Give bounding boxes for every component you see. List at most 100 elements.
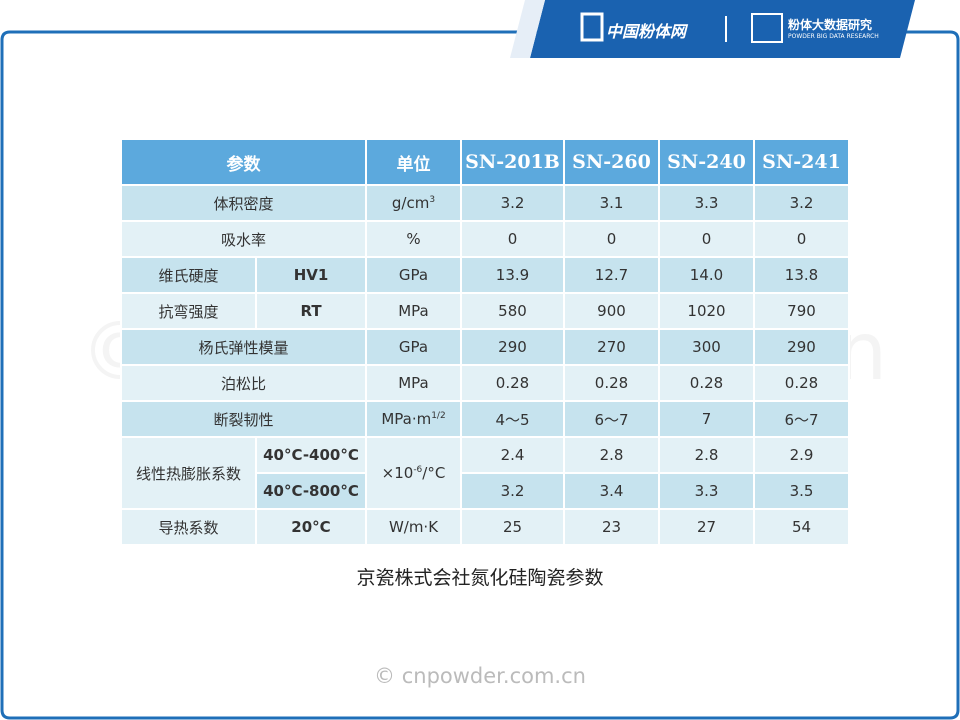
row: 断裂韧性 MPa·m1/2 4～5 6～7 7 6～7	[120, 400, 850, 438]
header-cell: SN-241	[753, 138, 850, 186]
value-cell: 4～5	[460, 400, 565, 438]
value-cell: 13.8	[753, 256, 850, 294]
value-cell: 2.4	[460, 436, 565, 474]
sub-cell: RT	[255, 292, 367, 330]
header-cell: SN-240	[658, 138, 755, 186]
unit-base: MPa	[398, 374, 429, 392]
value-cell: 3.1	[563, 184, 660, 222]
value-cell: 0	[658, 220, 755, 258]
value-cell: 290	[460, 328, 565, 366]
sub-cell: 40°C-800°C	[255, 472, 367, 510]
row: 维氏硬度 HV1 GPa 13.9 12.7 14.0 13.8	[120, 256, 850, 294]
unit-base: MPa	[398, 302, 429, 320]
param-cell: 抗弯强度	[120, 292, 257, 330]
caption: 京瓷株式会社氮化硅陶瓷参数	[356, 567, 604, 589]
unit-cell: GPa	[365, 328, 462, 366]
brand-name: 中国粉体网	[606, 22, 687, 41]
unit-cell: W/m·K	[365, 508, 462, 546]
value-cell: 3.3	[658, 472, 755, 510]
param-cell: 杨氏弹性模量	[120, 328, 367, 366]
row: 线性热膨胀系数 40°C-400°C ×10-6/°C 2.4 2.8 2.8 2.9	[120, 436, 850, 510]
value-cell: 790	[753, 292, 850, 330]
value-cell: 900	[563, 292, 660, 330]
value-cell: 0	[753, 220, 850, 258]
spec-table: 参数 单位 SN-201B SN-260 SN-240 SN-241 体积密度 g/cm3 3.…	[120, 138, 850, 546]
logo-icon	[580, 12, 604, 42]
value-cell: 3.5	[753, 472, 850, 510]
value-cell: 3.2	[753, 184, 850, 222]
row: 导热系数 20°C W/m·K 25 23 27 54	[120, 508, 850, 546]
unit-cell: g/cm3	[365, 184, 462, 222]
unit-cell: MPa	[365, 364, 462, 402]
header-cell: 参数	[120, 138, 367, 186]
param-cell: 体积密度	[120, 184, 367, 222]
value-cell: 27	[658, 508, 755, 546]
value-cell: 0.28	[460, 364, 565, 402]
unit-base: GPa	[398, 338, 429, 356]
header-cell: SN-201B	[460, 138, 565, 186]
value-cell: 580	[460, 292, 565, 330]
param-cell: 导热系数	[120, 508, 257, 546]
unit-cell: MPa·m1/2	[365, 400, 462, 438]
sub-cell: 20°C	[255, 508, 367, 546]
row: 泊松比 MPa 0.28 0.28 0.28 0.28	[120, 364, 850, 402]
header-row: 参数 单位 SN-201B SN-260 SN-240 SN-241	[120, 138, 850, 186]
unit-base: W/m·K	[388, 518, 439, 536]
unit-base: GPa	[398, 266, 429, 284]
banner	[530, 0, 915, 58]
row: 吸水率% 0 0 0 0	[120, 220, 850, 258]
banner-stripe	[510, 0, 545, 58]
value-cell: 290	[753, 328, 850, 366]
value-cell: 0.28	[563, 364, 660, 402]
sub-cell: 40°C-400°C	[255, 436, 367, 474]
value-cell: 300	[658, 328, 755, 366]
value-cell: 270	[563, 328, 660, 366]
value-cell: 3.3	[658, 184, 755, 222]
row: 杨氏弹性模量 GPa 290 270 300 290	[120, 328, 850, 366]
value-cell: 0	[460, 220, 565, 258]
unit-cell: %	[365, 220, 462, 258]
value-cell: 2.9	[753, 436, 850, 474]
logo-icon-2	[751, 13, 783, 43]
value-cell: 7	[658, 400, 755, 438]
value-cell: 0	[563, 220, 660, 258]
param-cell: 泊松比	[120, 364, 367, 402]
watermark: © cnpowder.com.cn	[374, 664, 586, 688]
value-cell: 3.2	[460, 184, 565, 222]
row: 抗弯强度 RT MPa 580 900 1020 790	[120, 292, 850, 330]
unit-base: g/cm	[391, 194, 430, 212]
value-cell: 6～7	[563, 400, 660, 438]
param-cell: 维氏硬度	[120, 256, 257, 294]
unit-sup: -6	[413, 465, 423, 475]
param-cell: 线性热膨胀系数	[120, 436, 257, 510]
unit-cell: MPa	[365, 292, 462, 330]
value-cell: 12.7	[563, 256, 660, 294]
unit-cell: ×10-6/°C	[365, 436, 462, 510]
value-cell: 6～7	[753, 400, 850, 438]
value-cell: 13.9	[460, 256, 565, 294]
border	[0, 30, 960, 720]
value-cell: 3.2	[460, 472, 565, 510]
value-cell: 1020	[658, 292, 755, 330]
value-cell: 0.28	[658, 364, 755, 402]
sub-cell: HV1	[255, 256, 367, 294]
unit-base: ×10	[381, 464, 414, 482]
row: 体积密度 g/cm3 3.2 3.1 3.3 3.2	[120, 184, 850, 222]
value-cell: 2.8	[563, 436, 660, 474]
header-cell: SN-260	[563, 138, 660, 186]
value-cell: 54	[753, 508, 850, 546]
value-cell: 14.0	[658, 256, 755, 294]
param-cell: 断裂韧性	[120, 400, 367, 438]
value-cell: 0.28	[753, 364, 850, 402]
value-cell: 23	[563, 508, 660, 546]
value-cell: 2.8	[658, 436, 755, 474]
unit-cell: GPa	[365, 256, 462, 294]
value-cell: 25	[460, 508, 565, 546]
brand-research-en: POWDER BIG DATA RESEARCH	[788, 33, 879, 40]
row: 40°C-800°C 3.2 3.4 3.3 3.5	[121, 472, 850, 510]
value-cell: 3.4	[563, 472, 660, 510]
brand-research: 粉体大数据研究	[788, 18, 873, 32]
unit-sup: 1/2	[431, 411, 446, 421]
unit-base: MPa·m	[381, 410, 432, 428]
